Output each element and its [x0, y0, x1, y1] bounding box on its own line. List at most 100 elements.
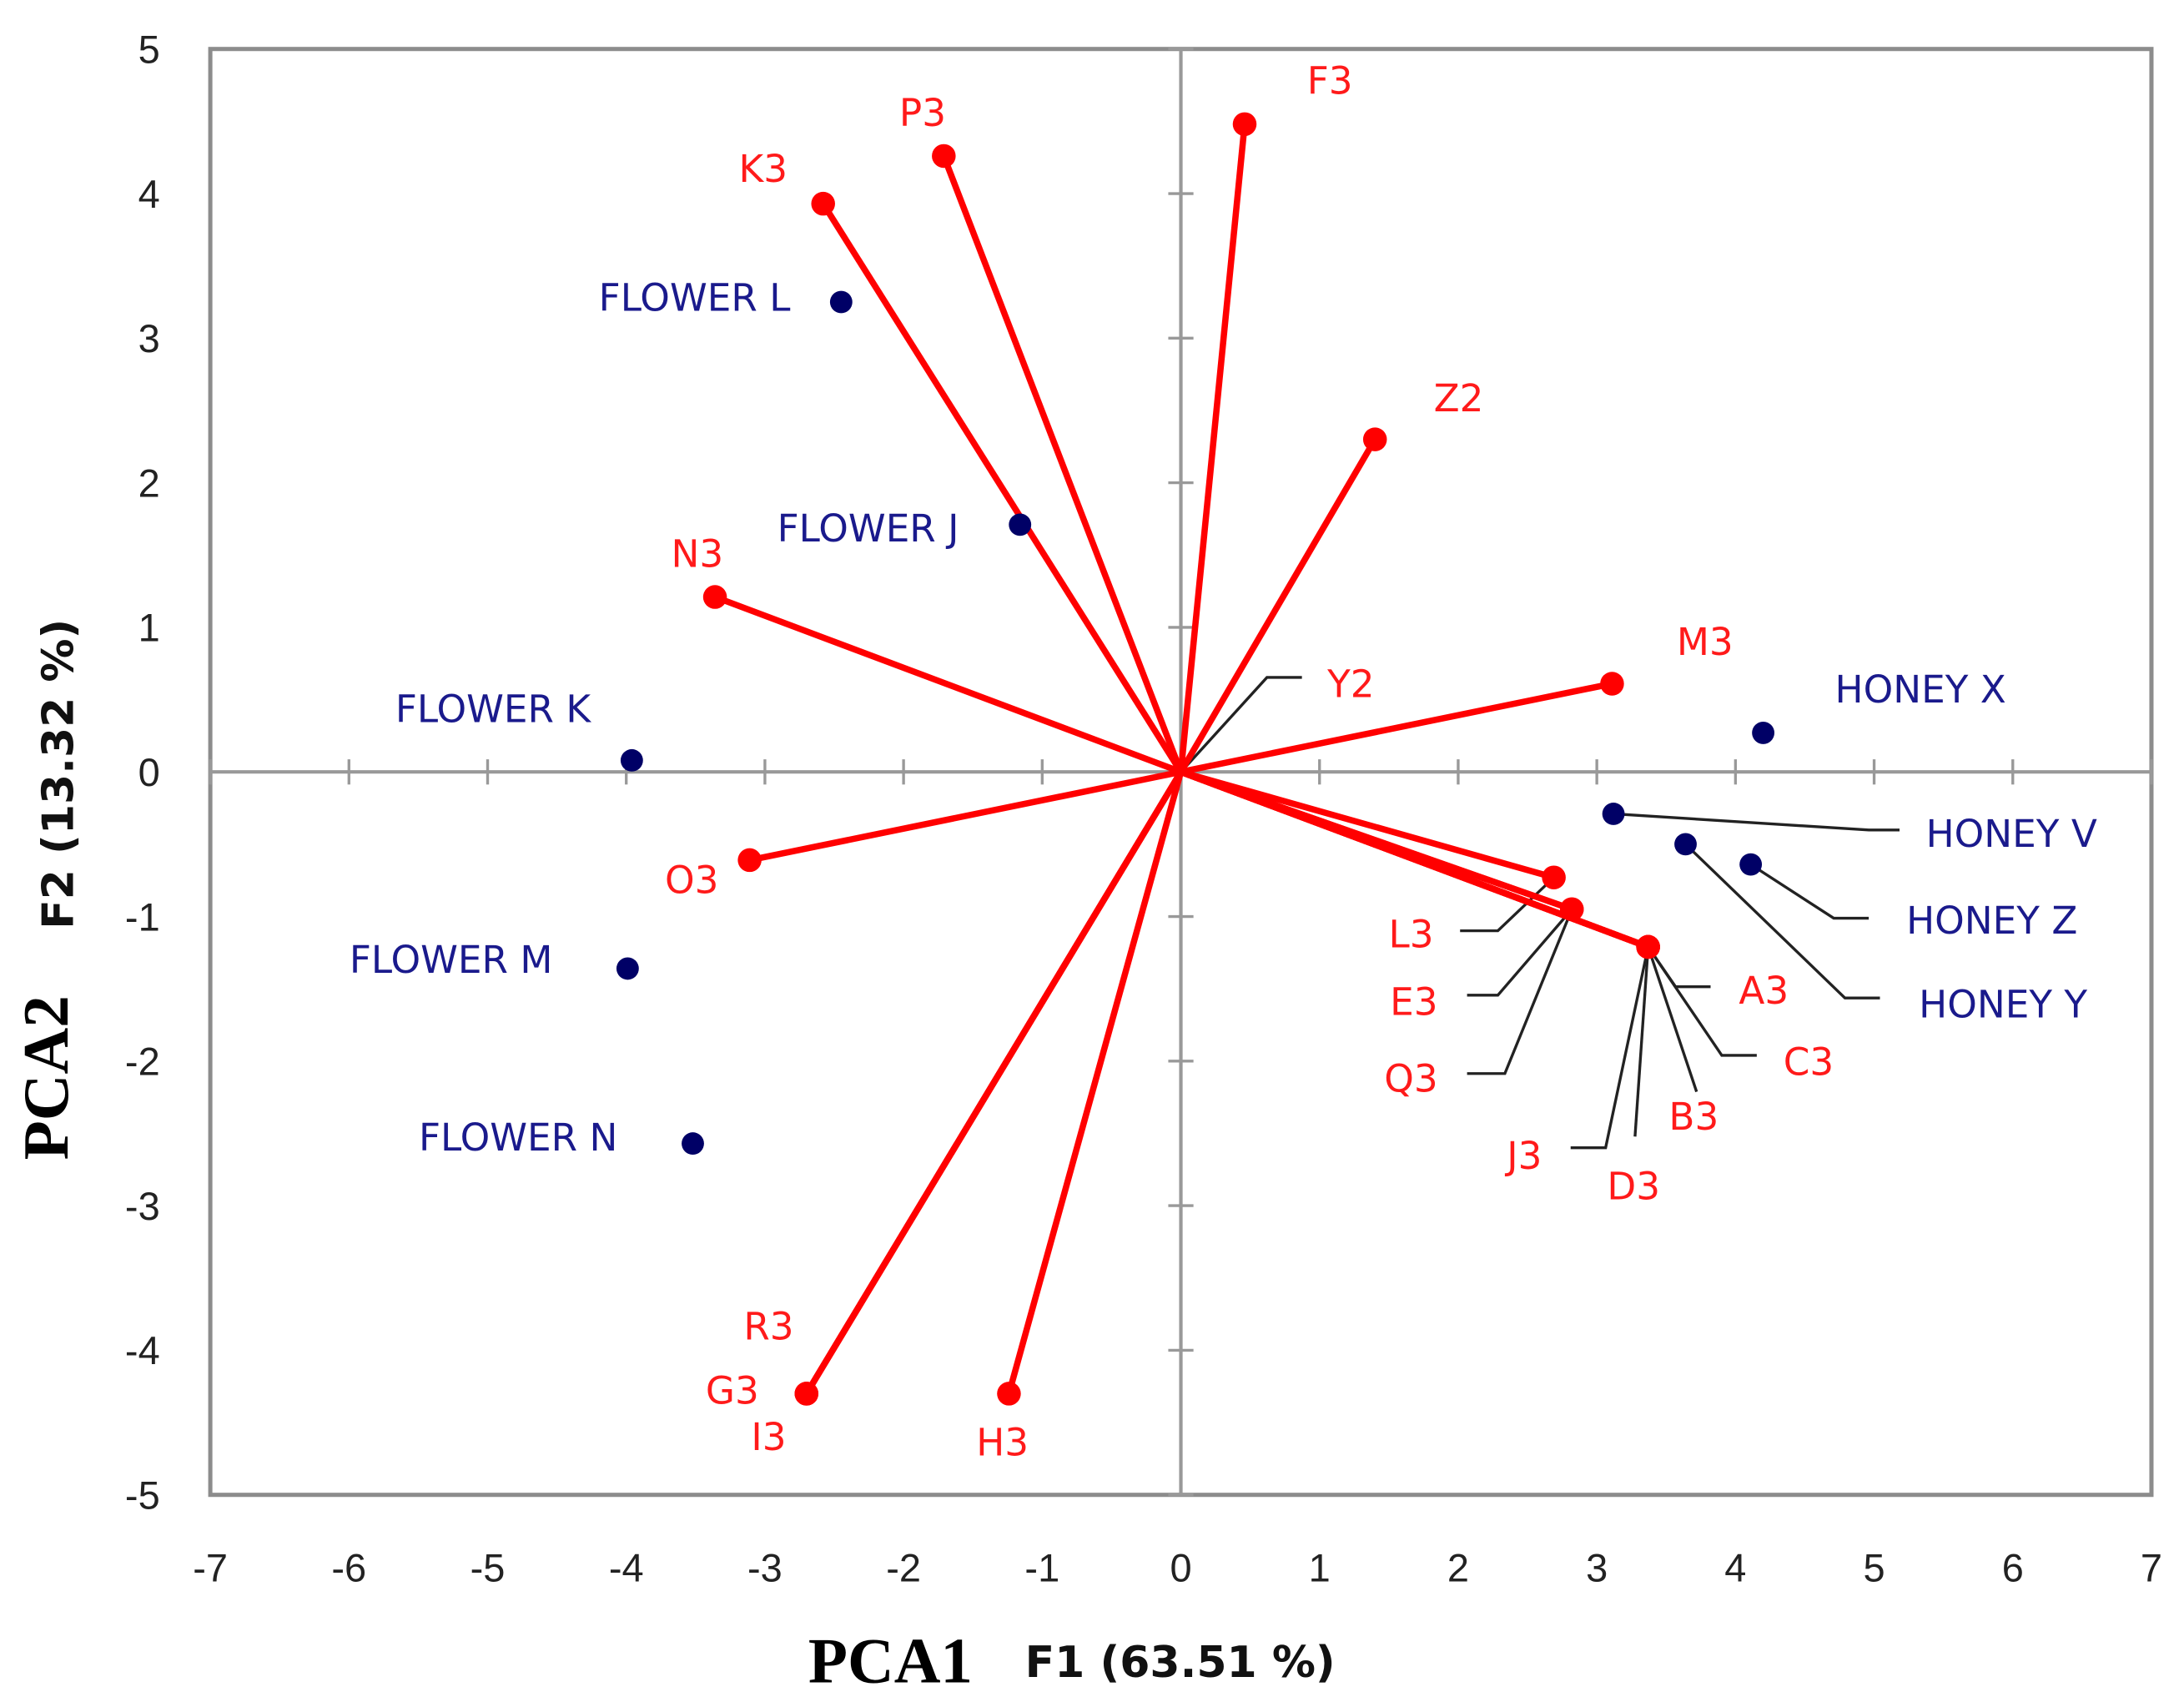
observation-point-flower-k	[620, 748, 643, 772]
x-tick-label: 6	[2002, 1546, 2024, 1590]
point-label-i3: I3	[751, 1415, 786, 1459]
point-label-flower-l: FLOWER L	[599, 275, 791, 320]
leader-line-y2	[1182, 676, 1302, 770]
vector-l3	[1180, 768, 1555, 881]
x-tick-label: -2	[886, 1546, 921, 1590]
x-tick-label: -1	[1024, 1546, 1059, 1590]
x-tick-label: 2	[1447, 1546, 1469, 1590]
point-label-f3: F3	[1307, 58, 1353, 103]
y-axis-title: F2 (13.32 %)	[34, 619, 84, 929]
variable-point-d3	[1636, 934, 1660, 959]
variable-point-k3	[811, 191, 835, 216]
x-tick-label: 3	[1586, 1546, 1608, 1590]
point-label-r3: R3	[743, 1304, 793, 1348]
vector-d3	[1180, 768, 1649, 950]
point-label-o3: O3	[665, 858, 718, 902]
vector-h3	[1005, 771, 1185, 1395]
variable-point-z2	[1362, 427, 1387, 451]
point-label-e3: E3	[1390, 979, 1437, 1024]
point-label-honey-x: HONEY X	[1835, 667, 2006, 712]
vector-m3	[1180, 680, 1613, 775]
y-tick-label: 5	[138, 27, 160, 71]
vector-n3	[713, 593, 1182, 775]
point-label-m3: M3	[1677, 620, 1734, 664]
y-tick-label: 2	[138, 461, 160, 505]
point-label-honey-z: HONEY Z	[1906, 899, 2077, 943]
observation-point-flower-m	[616, 957, 639, 980]
point-label-n3: N3	[672, 531, 724, 576]
point-label-p3: P3	[899, 91, 946, 135]
vector-f3	[1177, 123, 1248, 773]
observation-point-honey-x	[1752, 722, 1775, 744]
x-axis-outer-title: PCA1	[808, 1625, 973, 1697]
observation-point-honey-z	[1739, 853, 1763, 876]
point-label-b3: B3	[1668, 1095, 1719, 1139]
x-tick-label: 7	[2141, 1546, 2162, 1590]
point-label-d3: D3	[1607, 1165, 1660, 1209]
y-tick-label: -3	[125, 1184, 160, 1228]
point-label-y2: Y2	[1326, 662, 1374, 706]
y-tick-label: 3	[138, 316, 160, 360]
point-label-q3: Q3	[1384, 1057, 1437, 1101]
variable-point-f3	[1232, 112, 1257, 137]
leader-line-q3	[1467, 909, 1573, 1075]
x-tick-label: -6	[331, 1546, 366, 1590]
point-label-h3: H3	[976, 1421, 1029, 1465]
leader-line-j3	[1570, 946, 1650, 1150]
x-tick-label: -4	[609, 1546, 644, 1590]
point-label-k3: K3	[738, 147, 788, 191]
variable-point-m3	[1600, 672, 1624, 696]
x-tick-label: -3	[747, 1546, 783, 1590]
variable-point-o3	[737, 848, 762, 873]
variable-point-h3	[997, 1382, 1021, 1406]
vector-o3	[748, 768, 1182, 864]
observation-point-flower-n	[682, 1132, 704, 1156]
y-tick-label: 0	[138, 750, 160, 794]
point-label-z2: Z2	[1434, 376, 1484, 420]
leader-line-honey-z	[1749, 863, 1869, 920]
y-tick-label: 4	[138, 172, 160, 216]
leader-line-e3	[1467, 908, 1573, 997]
y-tick-label: -1	[125, 894, 160, 939]
x-tick-label: 0	[1170, 1546, 1191, 1590]
point-label-flower-m: FLOWER M	[350, 938, 553, 982]
point-label-l3: L3	[1388, 913, 1433, 957]
variable-point-l3	[1542, 865, 1566, 889]
vector-z2	[1178, 437, 1378, 774]
x-tick-label: 5	[1863, 1546, 1885, 1590]
observation-point-honey-y	[1674, 833, 1697, 856]
y-tick-label: -4	[125, 1328, 160, 1372]
x-axis-title: F1 (63.51 %)	[1025, 1638, 1336, 1688]
point-label-a3: A3	[1739, 969, 1789, 1013]
observation-point-flower-j	[1009, 513, 1032, 536]
y-axis-outer-title: PCA2	[10, 995, 82, 1160]
x-tick-label: 1	[1309, 1546, 1331, 1590]
observation-point-flower-l	[829, 290, 853, 314]
point-label-flower-j: FLOWER J	[777, 506, 959, 551]
point-label-g3: G3	[706, 1369, 759, 1413]
observation-point-honey-v	[1602, 803, 1625, 825]
x-tick-label: 4	[1724, 1546, 1746, 1590]
point-label-honey-v: HONEY V	[1926, 812, 2097, 856]
leader-line-b3	[1647, 946, 1698, 1093]
x-tick-label: -7	[193, 1546, 228, 1590]
leader-line-c3	[1647, 945, 1757, 1057]
leader-line-honey-v	[1613, 812, 1900, 832]
leader-line-d3	[1633, 946, 1650, 1137]
vector-k3	[820, 202, 1184, 774]
vector-i3	[803, 770, 1184, 1396]
point-label-j3: J3	[1504, 1134, 1542, 1178]
variable-point-n3	[702, 585, 727, 609]
variable-point-p3	[932, 144, 956, 169]
y-tick-label: -2	[125, 1040, 160, 1084]
point-label-flower-n: FLOWER N	[419, 1115, 617, 1160]
point-label-c3: C3	[1784, 1040, 1834, 1084]
vector-p3	[940, 154, 1185, 773]
variable-point-i3	[794, 1382, 819, 1406]
y-tick-label: 1	[138, 606, 160, 650]
x-tick-label: -5	[471, 1546, 506, 1590]
point-label-honey-y: HONEY Y	[1919, 983, 2087, 1027]
leader-line-honey-y	[1684, 843, 1880, 1000]
